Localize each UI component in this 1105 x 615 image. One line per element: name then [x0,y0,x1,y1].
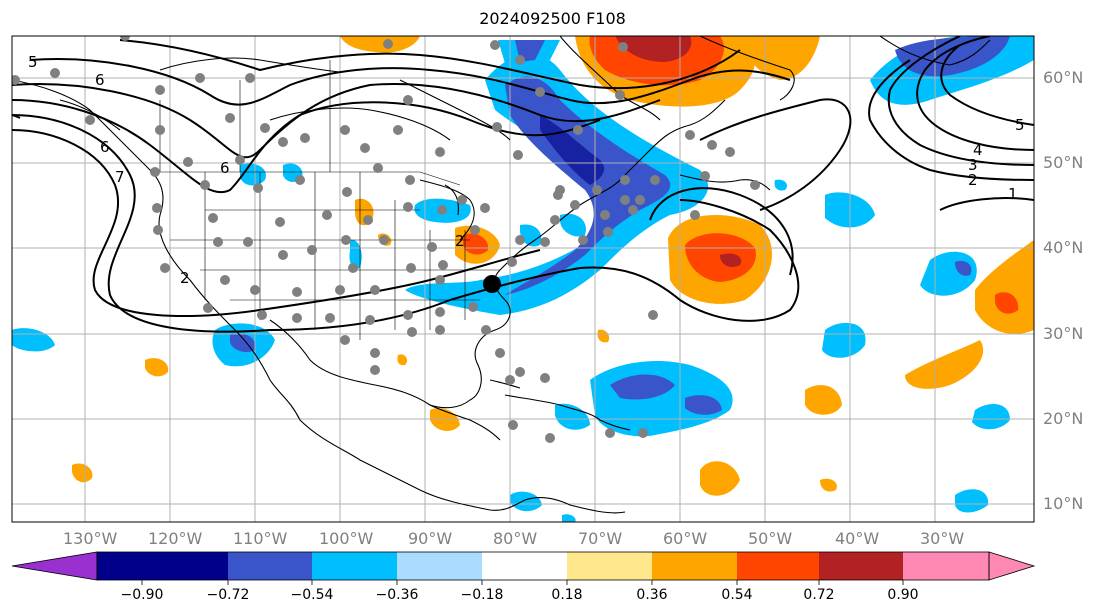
contour-label: 5 [28,53,38,71]
contour-label: 1 [1008,185,1018,203]
colorbar-tick-label: 0.72 [803,587,835,603]
contour-label: 6 [95,71,105,89]
longitude-label: 60°W [663,529,708,548]
longitude-label: 90°W [408,529,453,548]
height-contours [12,36,1034,333]
colorbar-tick-label: 0.36 [636,587,668,603]
contour-label: 5 [1015,116,1025,134]
contour-label: 6 [100,138,110,156]
storm-center-marker [483,275,501,293]
latitude-label: 50°N [1043,153,1084,172]
graticule [12,36,1034,522]
map-title: 2024092500 F108 [479,9,626,28]
anomaly-shading [12,36,1034,522]
contour-label: 4 [973,141,983,159]
longitude-label: 30°W [920,529,965,548]
latitude-label: 60°N [1043,68,1084,87]
longitude-label: 70°W [578,529,623,548]
contour-label-group: 5 6 6 6 7 5 4 3 2 1 2 2 [28,53,1025,287]
latitude-label: 40°N [1043,238,1084,257]
longitude-label: 80°W [493,529,538,548]
contour-label: 2 [180,269,190,287]
colorbar-tick-label: −0.72 [206,587,250,603]
colorbar-tick-label: 0.18 [551,587,583,603]
longitude-label: 120°W [148,529,203,548]
colorbar [11,551,1036,585]
colorbar-tick-label: 0.90 [887,587,919,603]
longitude-label: 130°W [63,529,118,548]
colorbar-tick-label: −0.90 [120,587,164,603]
longitude-label: 100°W [319,529,374,548]
contour-label: 3 [968,156,978,174]
colorbar-tick-label: −0.36 [375,587,419,603]
contour-label: 7 [115,168,125,186]
longitude-label: 50°W [748,529,793,548]
colorbar-tick-label: 0.54 [721,587,753,603]
longitude-label: 110°W [233,529,288,548]
latitude-label: 30°N [1043,324,1084,343]
colorbar-tick-label: −0.18 [460,587,504,603]
latitude-label: 20°N [1043,409,1084,428]
contour-label: 2 [968,171,978,189]
longitude-label: 40°W [835,529,880,548]
coastlines [12,36,991,514]
colorbar-tick-label: −0.54 [290,587,334,603]
station-markers [12,36,760,443]
latitude-label: 10°N [1043,494,1084,513]
contour-label: 6 [220,159,230,177]
contour-label: 2 [455,232,465,250]
map-frame [11,35,1035,523]
